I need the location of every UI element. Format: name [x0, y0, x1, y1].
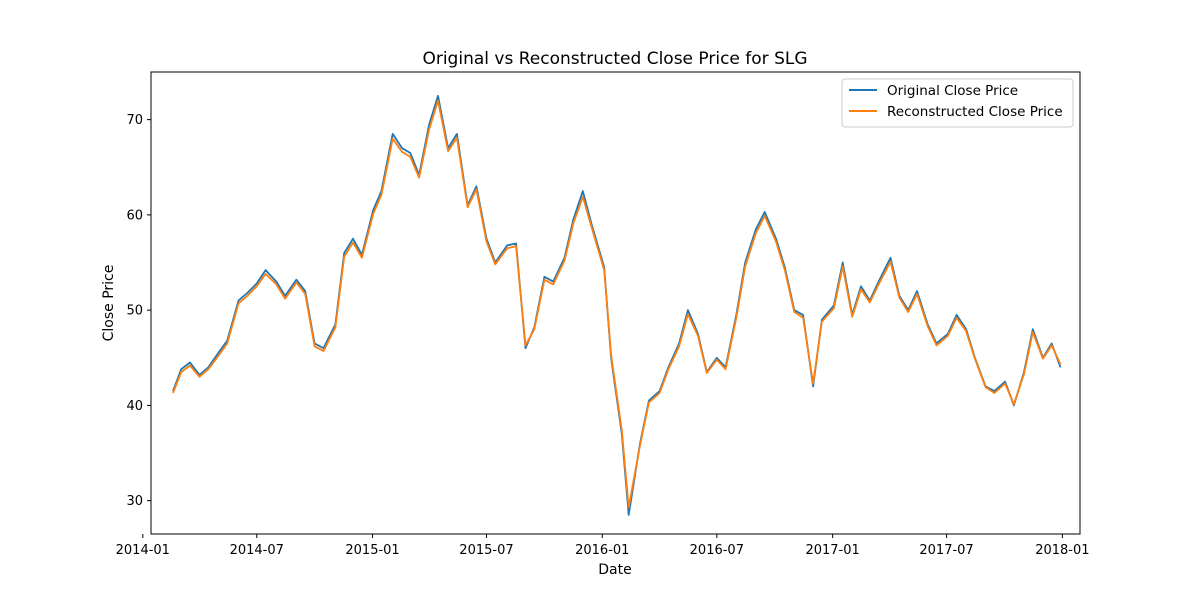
chart-title: Original vs Reconstructed Close Price fo…	[422, 49, 807, 69]
legend-label-original: Original Close Price	[887, 83, 1018, 99]
x-axis-label: Date	[598, 562, 631, 578]
x-tick-label: 2015-07	[459, 543, 513, 558]
y-tick-label: 70	[126, 113, 143, 128]
y-tick-label: 60	[126, 208, 143, 223]
x-tick-label: 2017-01	[805, 543, 859, 558]
y-tick-label: 30	[126, 494, 143, 509]
x-tick-label: 2016-07	[690, 543, 744, 558]
x-tick-label: 2016-01	[575, 543, 629, 558]
x-tick-label: 2014-01	[116, 543, 170, 558]
x-tick-label: 2018-01	[1035, 543, 1089, 558]
x-tick-label: 2017-07	[919, 543, 973, 558]
y-tick-label: 40	[126, 399, 143, 414]
y-tick-label: 50	[126, 304, 143, 319]
plot-lines	[172, 94, 1062, 516]
y-axis-label: Close Price	[101, 265, 117, 342]
series-line-reconstructed	[172, 99, 1062, 509]
legend: Original Close Price Reconstructed Close…	[841, 78, 1074, 128]
series-line-original	[172, 94, 1062, 516]
x-tick-label: 2015-01	[345, 543, 399, 558]
x-tick-label: 2014-07	[230, 543, 284, 558]
plot-frame	[150, 71, 1081, 535]
x-axis: 2014-01 2014-07 2015-01 2015-07 2016-01 2016-…	[116, 534, 1090, 558]
legend-box	[841, 78, 1074, 128]
legend-label-reconstructed: Reconstructed Close Price	[887, 104, 1063, 120]
y-axis: 30 40 50 60 70	[126, 113, 151, 509]
